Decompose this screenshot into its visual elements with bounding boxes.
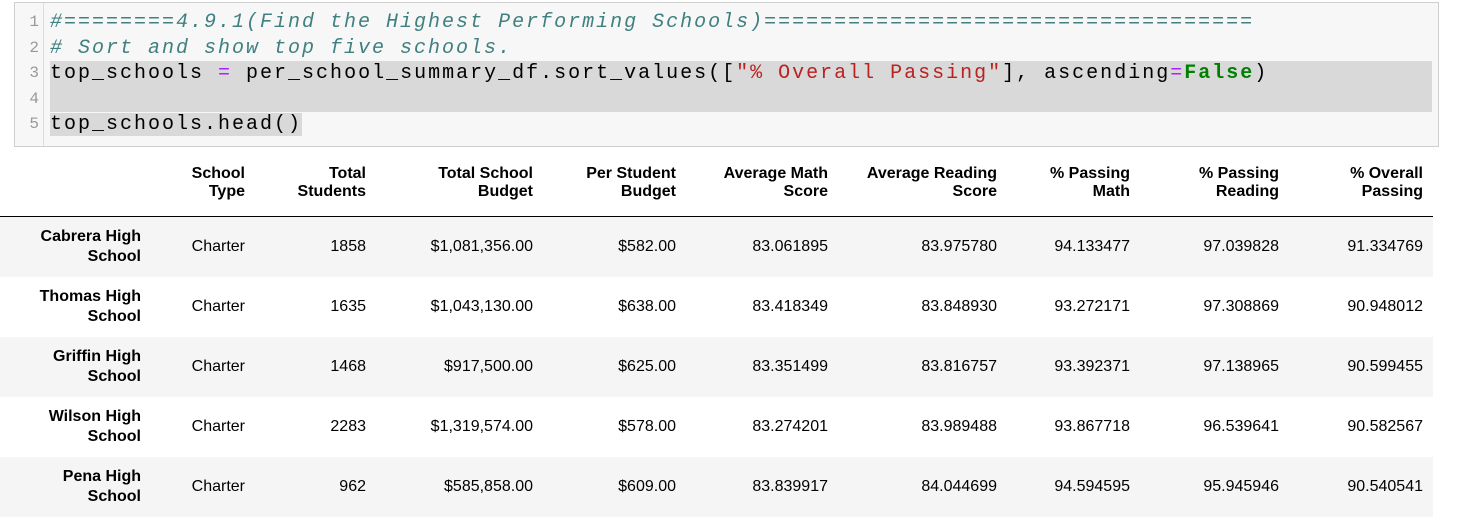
table-cell: 93.272171 <box>1054 297 1130 315</box>
column-header: % Overall Passing <box>1289 152 1433 217</box>
table-cell: 90.582567 <box>1347 417 1423 435</box>
table-cell: 962 <box>339 477 366 495</box>
column-header: % Passing Math <box>1007 152 1140 217</box>
table-cell: 95.945946 <box>1203 477 1279 495</box>
column-header: Per Student Budget <box>543 152 686 217</box>
code-token: top_schools <box>50 62 219 85</box>
column-header: Average Reading Score <box>838 152 1007 217</box>
table-cell: Charter <box>191 237 245 255</box>
table-cell: 97.308869 <box>1203 297 1279 315</box>
table-cell: 90.948012 <box>1347 297 1423 315</box>
code-line: top_schools.head() <box>50 112 1432 138</box>
code-editor[interactable]: #========4.9.1(Find the Highest Performi… <box>50 10 1432 138</box>
table-cell: $917,500.00 <box>444 357 533 375</box>
string: "% Overall Passing" <box>736 62 1003 85</box>
line-number: 3 <box>29 64 39 82</box>
table-cell: 97.138965 <box>1203 357 1279 375</box>
line-number: 1 <box>29 13 39 31</box>
line-gutter: 1 2 3 4 5 <box>15 3 44 146</box>
table-cell: 90.540541 <box>1347 477 1423 495</box>
table-cell: 83.989488 <box>921 417 997 435</box>
code-token: top_schools.head() <box>50 113 303 136</box>
table-cell: 83.848930 <box>921 297 997 315</box>
table-cell: 2283 <box>330 417 366 435</box>
table-cell: 83.061895 <box>752 237 828 255</box>
column-header: Average Math Score <box>686 152 838 217</box>
table-cell: 91.334769 <box>1347 237 1423 255</box>
code-token: per_school_summary_df.sort_values([ <box>232 62 737 85</box>
table-body: Cabrera High School Charter 1858 $1,081,356… <box>0 216 1433 517</box>
table-cell: $1,081,356.00 <box>430 237 533 255</box>
table-cell: 94.133477 <box>1054 237 1130 255</box>
table-cell: $1,043,130.00 <box>430 297 533 315</box>
table-cell: 84.044699 <box>921 477 997 495</box>
code-line <box>50 86 1432 112</box>
table-cell: 1468 <box>330 357 366 375</box>
table-cell: $585,858.00 <box>444 477 533 495</box>
table-cell: 83.351499 <box>752 357 828 375</box>
table-row: Cabrera High School Charter 1858 $1,081,356… <box>0 216 1433 277</box>
code-line: # Sort and show top five schools. <box>50 36 1432 62</box>
operator: = <box>218 62 233 85</box>
operator: = <box>1170 62 1185 85</box>
table-cell: $578.00 <box>618 417 676 435</box>
table-cell: $582.00 <box>618 237 676 255</box>
line-number: 2 <box>29 38 39 57</box>
table-cell: 83.274201 <box>752 417 828 435</box>
line-number: 5 <box>29 115 39 133</box>
code-cell[interactable]: 1 2 3 4 5 #========4.9.1(Find the Highes… <box>14 2 1439 147</box>
row-index: Pena High School <box>62 467 141 505</box>
column-header: Total School Budget <box>376 152 543 217</box>
table-cell: Charter <box>191 297 245 315</box>
table-cell: 94.594595 <box>1054 477 1130 495</box>
table-cell: Charter <box>191 417 245 435</box>
table-cell: 83.816757 <box>921 357 997 375</box>
table-cell: 97.039828 <box>1203 237 1279 255</box>
table-cell: 83.839917 <box>752 477 828 495</box>
comment: #========4.9.1(Find the Highest Performi… <box>50 11 1255 34</box>
code-token: ], ascending <box>1002 62 1171 85</box>
table-cell: 93.392371 <box>1054 357 1130 375</box>
table-cell: 90.599455 <box>1347 357 1423 375</box>
table-cell: Charter <box>191 477 245 495</box>
table-cell: 83.975780 <box>921 237 997 255</box>
table-row: Thomas High School Charter 1635 $1,043,130.… <box>0 277 1433 337</box>
table-cell: Charter <box>191 357 245 375</box>
row-index: Wilson High School <box>48 407 141 445</box>
column-header: % Passing Reading <box>1140 152 1289 217</box>
row-index: Griffin High School <box>53 347 141 385</box>
table-cell: $625.00 <box>618 357 676 375</box>
table-cell: 96.539641 <box>1203 417 1279 435</box>
header-row: School Type Total Students Total School Bu… <box>0 152 1433 217</box>
row-index: Cabrera High School <box>40 227 141 265</box>
table-row: Griffin High School Charter 1468 $917,500.0… <box>0 336 1433 397</box>
index-header <box>0 152 151 217</box>
comment: # Sort and show top five schools. <box>50 36 513 60</box>
table-cell: 83.418349 <box>752 297 828 315</box>
row-index: Thomas High School <box>39 287 141 325</box>
table-row: Wilson High School Charter 2283 $1,319,574.… <box>0 397 1433 457</box>
table-cell: 1635 <box>330 297 366 315</box>
dataframe: School Type Total Students Total School Bu… <box>0 152 1433 517</box>
table-row: Pena High School Charter 962 $585,858.00 $60… <box>0 456 1433 517</box>
code-line: top_schools = per_school_summary_df.sort… <box>50 61 1432 87</box>
column-header: School Type <box>151 152 255 217</box>
code-line: #========4.9.1(Find the Highest Performi… <box>50 10 1432 36</box>
line-number: 4 <box>29 89 39 108</box>
column-header: Total Students <box>255 152 376 217</box>
table-cell: $609.00 <box>618 477 676 495</box>
table-cell: 1858 <box>330 237 366 255</box>
table-cell: $638.00 <box>618 297 676 315</box>
table-cell: $1,319,574.00 <box>430 417 533 435</box>
table-cell: 93.867718 <box>1054 417 1130 435</box>
code-token: ) <box>1254 62 1269 85</box>
keyword: False <box>1184 62 1255 85</box>
